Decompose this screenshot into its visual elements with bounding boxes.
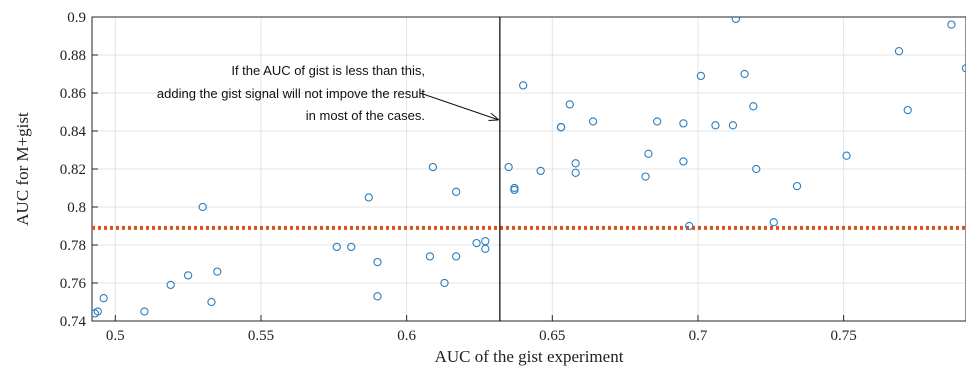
data-point — [347, 242, 356, 252]
y-tick-label: 0.78 — [60, 238, 86, 254]
data-point — [752, 164, 761, 174]
data-point — [641, 172, 650, 181]
data-point — [588, 117, 598, 126]
data-point — [452, 252, 461, 261]
grid-lines — [92, 16, 966, 322]
annotation-line-3: in most of the cases. — [306, 108, 425, 123]
data-point — [213, 267, 222, 276]
y-tick-label: 0.76 — [60, 276, 87, 292]
y-tick-label: 0.88 — [60, 48, 86, 64]
y-axis-label: AUC for M+gist — [13, 112, 32, 226]
x-tick-label: 0.75 — [831, 328, 857, 344]
data-point — [373, 292, 382, 301]
data-point — [644, 149, 653, 158]
data-point — [140, 307, 149, 316]
data-point — [198, 202, 207, 212]
data-point — [166, 280, 175, 290]
data-point — [207, 297, 216, 307]
annotation-line-2: adding the gist signal will not impove t… — [157, 86, 425, 101]
y-tick-label: 0.8 — [67, 200, 86, 216]
data-point — [792, 181, 802, 191]
data-point — [769, 218, 778, 227]
data-point — [556, 123, 566, 132]
data-point — [481, 237, 490, 246]
data-point — [728, 121, 738, 130]
data-point — [373, 257, 382, 267]
data-point — [740, 69, 749, 79]
data-point — [364, 193, 373, 202]
data-point — [425, 252, 435, 261]
data-point — [99, 294, 108, 303]
data-point — [571, 159, 580, 168]
x-tick-label: 0.7 — [689, 328, 708, 344]
data-point — [679, 157, 688, 166]
data-point — [452, 187, 461, 196]
data-point — [679, 119, 688, 128]
annotation-arrow — [419, 92, 498, 120]
data-point — [842, 151, 851, 160]
data-point — [685, 221, 694, 231]
data-point — [711, 121, 720, 130]
data-point — [536, 166, 545, 176]
x-axis-ticks: 0.5 0.55 0.6 0.65 0.7 0.75 — [106, 315, 857, 344]
data-points — [92, 17, 966, 318]
data-point — [947, 20, 956, 29]
y-tick-label: 0.84 — [60, 124, 87, 140]
data-point — [510, 183, 519, 193]
data-point — [481, 244, 490, 253]
data-point — [440, 278, 449, 288]
data-point — [93, 307, 102, 316]
data-point — [571, 168, 580, 177]
data-point — [565, 100, 574, 109]
data-point — [472, 238, 481, 248]
data-point — [894, 47, 904, 56]
y-tick-label: 0.9 — [67, 10, 86, 26]
data-point — [183, 271, 193, 280]
y-axis-ticks: 0.74 0.76 0.78 0.8 0.82 0.84 0.86 0.88 0.9 — [60, 10, 98, 330]
data-point — [332, 242, 341, 252]
data-point — [696, 71, 706, 81]
annotation-line-1: If the AUC of gist is less than this, — [231, 63, 425, 78]
data-point — [653, 117, 662, 126]
data-point — [504, 162, 513, 172]
y-tick-label: 0.82 — [60, 162, 86, 178]
x-tick-label: 0.65 — [539, 328, 565, 344]
data-point — [903, 105, 912, 115]
data-point — [961, 64, 966, 73]
annotation: If the AUC of gist is less than this, ad… — [157, 63, 498, 123]
y-tick-label: 0.86 — [60, 86, 87, 102]
data-point — [428, 162, 438, 172]
data-point — [749, 102, 758, 111]
x-tick-label: 0.55 — [248, 328, 274, 344]
x-tick-label: 0.6 — [397, 328, 416, 344]
data-point — [519, 81, 528, 90]
x-axis-label: AUC of the gist experiment — [435, 347, 624, 366]
data-point — [731, 17, 740, 24]
y-tick-label: 0.74 — [60, 314, 87, 330]
x-tick-label: 0.5 — [106, 328, 125, 344]
